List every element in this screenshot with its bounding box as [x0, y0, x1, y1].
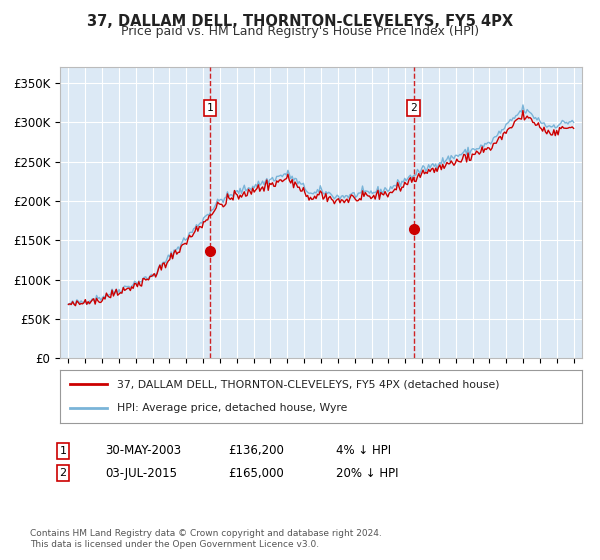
Text: £136,200: £136,200: [228, 444, 284, 458]
Text: HPI: Average price, detached house, Wyre: HPI: Average price, detached house, Wyre: [118, 403, 348, 413]
Text: 30-MAY-2003: 30-MAY-2003: [105, 444, 181, 458]
Text: 1: 1: [59, 446, 67, 456]
Text: 1: 1: [206, 103, 214, 113]
Text: Price paid vs. HM Land Registry's House Price Index (HPI): Price paid vs. HM Land Registry's House …: [121, 25, 479, 38]
Text: 37, DALLAM DELL, THORNTON-CLEVELEYS, FY5 4PX: 37, DALLAM DELL, THORNTON-CLEVELEYS, FY5…: [87, 14, 513, 29]
Text: 03-JUL-2015: 03-JUL-2015: [105, 466, 177, 480]
Text: 20% ↓ HPI: 20% ↓ HPI: [336, 466, 398, 480]
Text: Contains HM Land Registry data © Crown copyright and database right 2024.
This d: Contains HM Land Registry data © Crown c…: [30, 529, 382, 549]
Text: 2: 2: [59, 468, 67, 478]
Text: 4% ↓ HPI: 4% ↓ HPI: [336, 444, 391, 458]
Text: £165,000: £165,000: [228, 466, 284, 480]
Text: 2: 2: [410, 103, 417, 113]
Text: 37, DALLAM DELL, THORNTON-CLEVELEYS, FY5 4PX (detached house): 37, DALLAM DELL, THORNTON-CLEVELEYS, FY5…: [118, 380, 500, 390]
